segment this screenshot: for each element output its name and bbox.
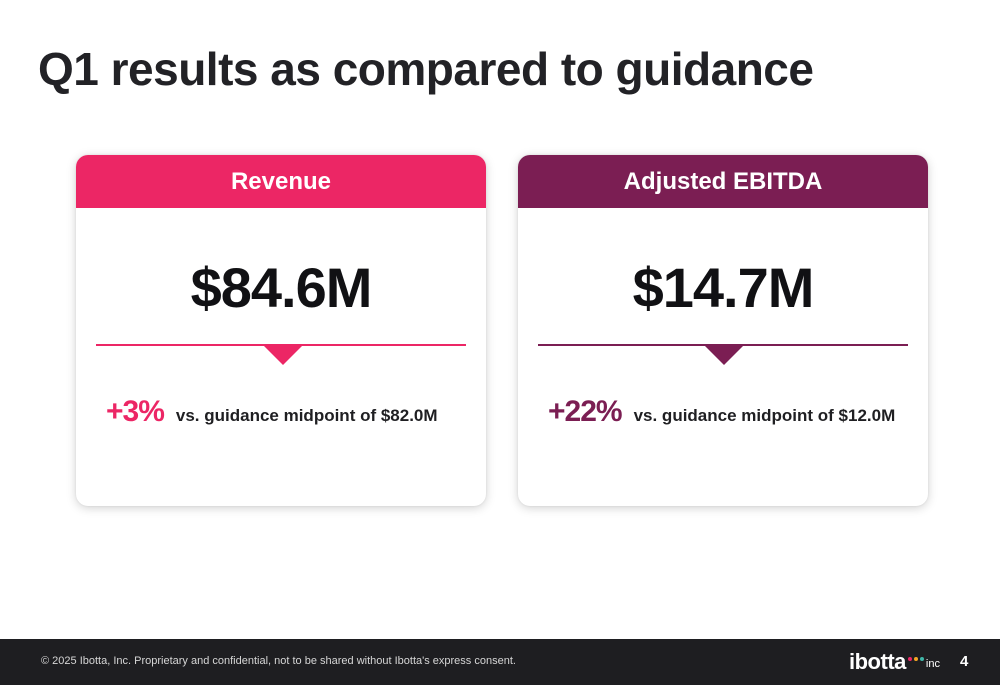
logo-dot-teal <box>919 657 924 661</box>
revenue-comparison-text: vs. guidance midpoint of $82.0M <box>175 406 438 425</box>
adjusted-ebitda-card-header: Adjusted EBITDA <box>518 155 928 208</box>
logo-dots-icon <box>907 657 924 661</box>
adjusted-ebitda-change-percent: +22% <box>548 395 623 428</box>
revenue-change-percent: +3% <box>106 395 165 428</box>
page-number: 4 <box>960 653 969 670</box>
logo-dot-pink <box>907 657 912 661</box>
logo-dot-orange <box>913 657 918 661</box>
adjusted-ebitda-value: $14.7M <box>632 256 815 319</box>
revenue-comparison-row: +3% vs. guidance midpoint of $82.0M <box>106 395 438 429</box>
adjusted-ebitda-comparison-row: +22% vs. guidance midpoint of $12.0M <box>548 395 895 429</box>
revenue-value: $84.6M <box>190 256 373 319</box>
revenue-card-header: Revenue <box>76 155 486 208</box>
revenue-card: Revenue $84.6M +3% vs. guidance midpoint… <box>76 155 486 506</box>
ibotta-logo: ibotta inc <box>849 649 940 675</box>
adjusted-ebitda-card: Adjusted EBITDA $14.7M +22% vs. guidance… <box>518 155 928 506</box>
footer-disclaimer: © 2025 Ibotta, Inc. Proprietary and conf… <box>41 655 516 667</box>
revenue-notch-icon <box>263 345 303 365</box>
logo-suffix: inc <box>925 658 940 670</box>
slide-title: Q1 results as compared to guidance <box>38 43 814 95</box>
footer-bar: © 2025 Ibotta, Inc. Proprietary and conf… <box>0 639 1000 685</box>
adjusted-ebitda-comparison-text: vs. guidance midpoint of $12.0M <box>633 406 896 425</box>
adjusted-ebitda-notch-icon <box>704 345 744 365</box>
logo-wordmark: ibotta <box>849 649 906 674</box>
